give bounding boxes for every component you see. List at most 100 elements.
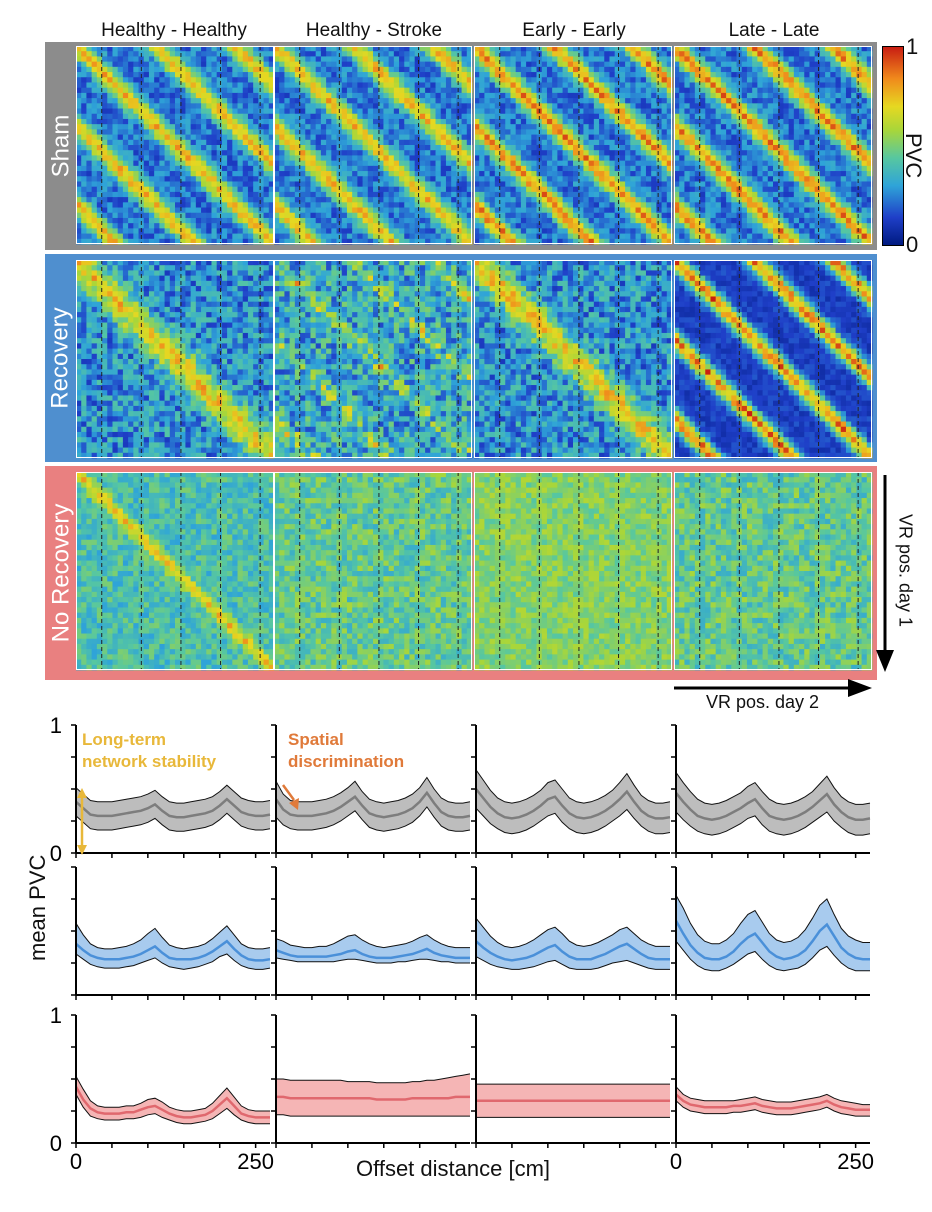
- heatmap-cell: [232, 46, 238, 52]
- heatmap-cell: [148, 238, 155, 245]
- heatmap-cell: [419, 118, 426, 125]
- heatmap-cell: [112, 228, 119, 234]
- heatmap-cell: [489, 108, 496, 115]
- heatmap-cell: [96, 150, 103, 156]
- heatmap-cell: [505, 160, 511, 167]
- heatmap-cell: [352, 207, 358, 214]
- heatmap-cell: [388, 108, 395, 115]
- heatmap-cell: [143, 98, 150, 104]
- heatmap-cell: [515, 150, 522, 156]
- heatmap-cell: [651, 165, 657, 172]
- heatmap-cell: [331, 103, 337, 109]
- heatmap-cell: [341, 238, 348, 245]
- heatmap-cell: [731, 46, 737, 52]
- heatmap-cell: [430, 191, 436, 198]
- heatmap-cell: [128, 207, 134, 214]
- heatmap-cell: [866, 66, 873, 73]
- heatmap-cell: [331, 98, 337, 104]
- heatmap-cell: [825, 46, 831, 52]
- heatmap-cell: [315, 217, 322, 224]
- heatmap-cell: [578, 66, 584, 73]
- heatmap-cell: [557, 134, 563, 141]
- heatmap-cell: [599, 165, 605, 172]
- heatmap-cell: [320, 181, 327, 188]
- heatmap-cell: [331, 155, 337, 162]
- heatmap-cell: [505, 212, 511, 219]
- heatmap-cell: [541, 228, 548, 234]
- heatmap-cell: [331, 56, 337, 63]
- heatmap-cell: [284, 212, 291, 219]
- heatmap-cell: [409, 139, 416, 146]
- heatmap-cell: [588, 191, 595, 198]
- heatmap-cell: [373, 61, 379, 68]
- heatmap-cell: [404, 77, 410, 83]
- heatmap-cell: [505, 217, 511, 224]
- heatmap-cell: [630, 72, 636, 78]
- heatmap-cell: [474, 145, 480, 151]
- heatmap-cell: [578, 176, 584, 182]
- heatmap-cell: [746, 113, 753, 120]
- heatmap-cell: [799, 87, 805, 94]
- heatmap-cell: [609, 160, 616, 167]
- heatmap-cell: [715, 72, 722, 78]
- heatmap-cell: [258, 108, 264, 115]
- heatmap-cell: [484, 191, 491, 198]
- heatmap-cell: [190, 186, 197, 193]
- heatmap-cell: [122, 139, 129, 146]
- heatmap-cell: [445, 145, 452, 151]
- heatmap-cell: [76, 202, 82, 208]
- heatmap-cell: [373, 212, 379, 219]
- heatmap-cell: [520, 61, 527, 68]
- heatmap-cell: [866, 103, 873, 109]
- heatmap-cell: [404, 238, 410, 245]
- heatmap-cell: [263, 160, 270, 167]
- heatmap-cell: [128, 129, 134, 135]
- heatmap-cell: [710, 66, 717, 73]
- heatmap-cell: [138, 82, 145, 89]
- heatmap-cell: [274, 155, 280, 162]
- heatmap-cell: [479, 233, 485, 240]
- heatmap-cell: [746, 108, 753, 115]
- heatmap-cell: [666, 233, 673, 240]
- heatmap-cell: [679, 46, 685, 52]
- heatmap-cell: [679, 103, 685, 109]
- heatmap-cell: [604, 72, 610, 78]
- heatmap-cell: [773, 92, 779, 99]
- heatmap-cell: [367, 165, 374, 172]
- heatmap-cell: [609, 66, 616, 73]
- heatmap-cell: [479, 92, 485, 99]
- heatmap-cell: [227, 145, 233, 151]
- heatmap-cell: [445, 129, 452, 135]
- heatmap-cell: [190, 98, 197, 104]
- heatmap-cell: [76, 145, 82, 151]
- heatmap-cell: [294, 181, 301, 188]
- heatmap-cell: [689, 87, 696, 94]
- heatmap-cell: [232, 176, 238, 182]
- heatmap-cell: [599, 145, 605, 151]
- heatmap-cell: [819, 113, 826, 120]
- heatmap-cell: [656, 150, 662, 156]
- heatmap-cell: [91, 113, 98, 120]
- heatmap-cell: [474, 124, 480, 130]
- heatmap-cell: [666, 108, 673, 115]
- heatmap-cell: [263, 171, 270, 177]
- heatmap-cell: [788, 56, 795, 63]
- heatmap-cell: [461, 77, 468, 83]
- heatmap-cell: [640, 160, 647, 167]
- heatmap-cell: [546, 145, 553, 151]
- heatmap-cell: [656, 171, 662, 177]
- heatmap-cell: [102, 223, 108, 229]
- heatmap-cell: [190, 139, 197, 146]
- heatmap-cell: [263, 134, 270, 141]
- heatmap-cell: [645, 56, 652, 63]
- heatmap-cell: [440, 108, 447, 115]
- heatmap-cell: [367, 46, 374, 52]
- heatmap-cell: [583, 46, 590, 52]
- heatmap-cell: [505, 186, 511, 193]
- heatmap-cell: [614, 51, 621, 57]
- heatmap-cell: [133, 238, 139, 245]
- heatmap-cell: [435, 181, 442, 188]
- heatmap-cell: [190, 181, 197, 188]
- heatmap-cell: [102, 165, 108, 172]
- heatmap-cell: [583, 191, 590, 198]
